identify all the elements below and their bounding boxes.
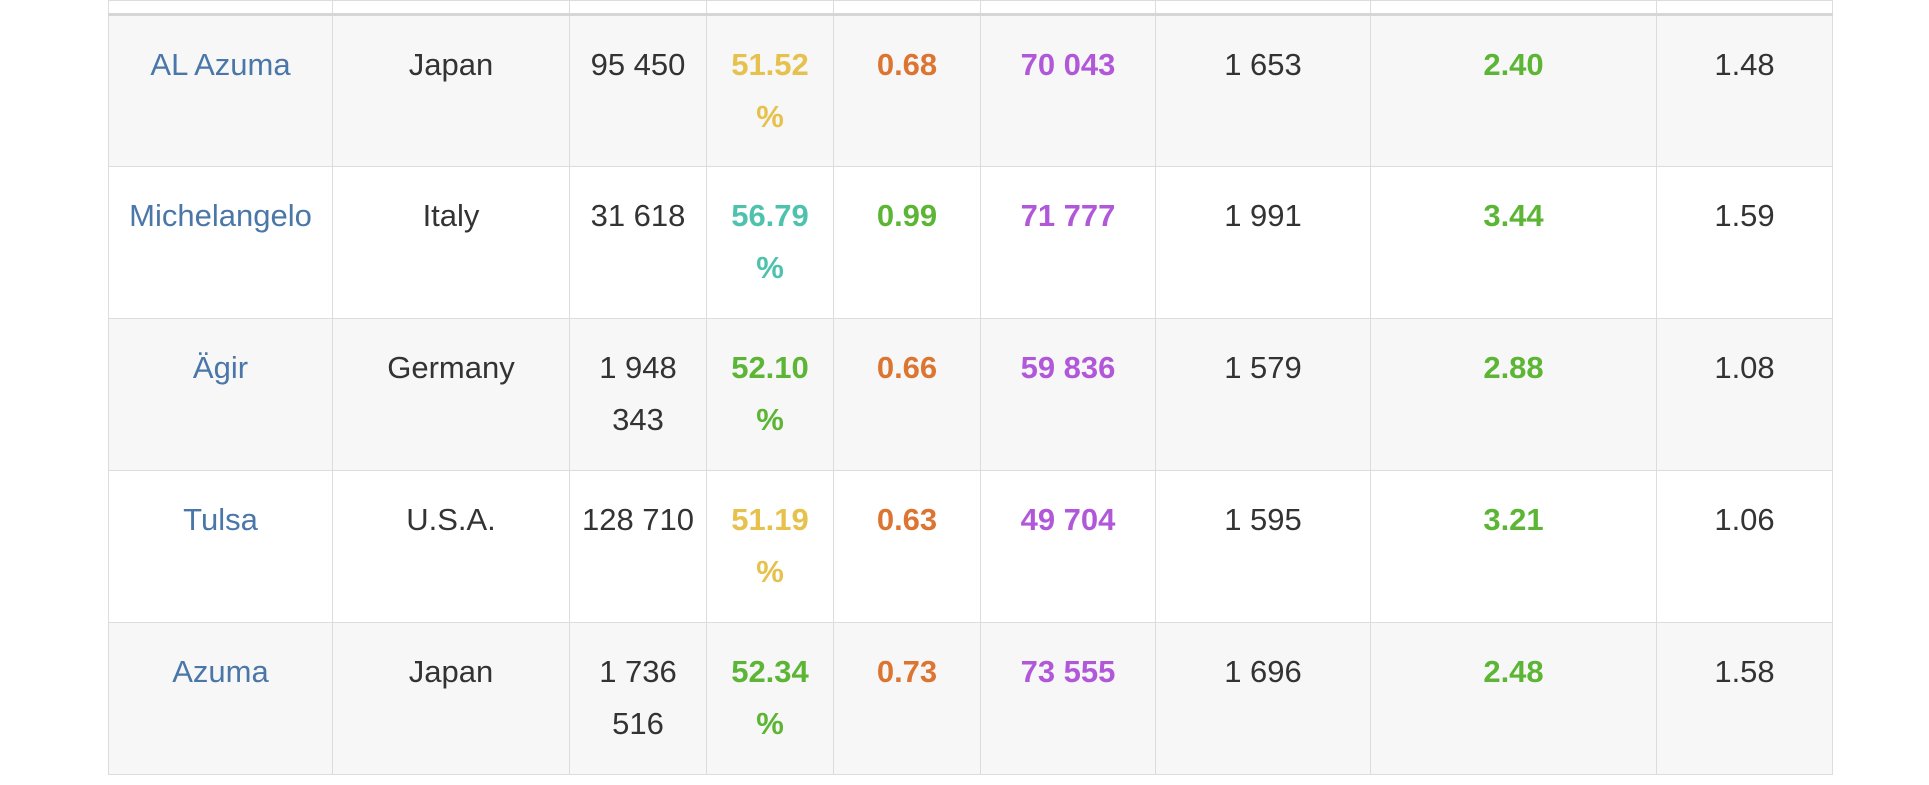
ship-link[interactable]: Ägir (192, 350, 249, 385)
avg-xp-cell: 1 579 (1155, 318, 1371, 471)
ship-link[interactable]: Michelangelo (129, 198, 312, 233)
win-rate-value: 52.34 (731, 654, 809, 689)
avg-frags-cell: 0.73 (833, 622, 981, 775)
partial-cell (1656, 0, 1833, 16)
partial-cell (833, 0, 981, 16)
ship-cell: Tulsa (108, 470, 333, 623)
avg-xp-cell: 1 595 (1155, 470, 1371, 623)
nation-cell: Japan (332, 14, 570, 167)
avg-frags-cell: 0.99 (833, 166, 981, 319)
avg-xp-cell: 1 696 (1155, 622, 1371, 775)
avg-frags-cell: 0.63 (833, 470, 981, 623)
win-rate-value: 51.19 (731, 502, 809, 537)
ship-row: Ägir Germany 1 948 343 52.10 % 0.66 59 8… (108, 318, 1833, 471)
battles-cell: 128 710 (569, 470, 707, 623)
avg-xp-cell: 1 991 (1155, 166, 1371, 319)
nation-cell: U.S.A. (332, 470, 570, 623)
battles-cell: 1 948 343 (569, 318, 707, 471)
avg-damage-cell: 71 777 (980, 166, 1156, 319)
table-body: AL Azuma Japan 95 450 51.52 % 0.68 70 04… (108, 0, 1833, 775)
ship-row: Azuma Japan 1 736 516 52.34 % 0.73 73 55… (108, 622, 1833, 775)
battles-cell: 31 618 (569, 166, 707, 319)
partial-cell (108, 0, 333, 16)
ship-row: Tulsa U.S.A. 128 710 51.19 % 0.63 49 704… (108, 470, 1833, 623)
win-rate-cell: 51.19 % (706, 470, 834, 623)
win-rate-cell: 51.52 % (706, 14, 834, 167)
ship-cell: AL Azuma (108, 14, 333, 167)
battles-cell: 95 450 (569, 14, 707, 167)
partial-cell (1370, 0, 1657, 16)
nation-cell: Italy (332, 166, 570, 319)
kd-ratio-cell: 2.40 (1370, 14, 1657, 167)
percent-sign: % (756, 402, 784, 437)
last-metric-cell: 1.08 (1656, 318, 1833, 471)
battles-cell: 1 736 516 (569, 622, 707, 775)
kd-ratio-cell: 2.48 (1370, 622, 1657, 775)
avg-damage-cell: 70 043 (980, 14, 1156, 167)
win-rate-value: 52.10 (731, 350, 809, 385)
nation-cell: Germany (332, 318, 570, 471)
avg-damage-cell: 59 836 (980, 318, 1156, 471)
avg-damage-cell: 73 555 (980, 622, 1156, 775)
kd-ratio-cell: 3.44 (1370, 166, 1657, 319)
ship-cell: Ägir (108, 318, 333, 471)
last-metric-cell: 1.59 (1656, 166, 1833, 319)
ship-link[interactable]: AL Azuma (150, 47, 291, 82)
win-rate-cell: 52.10 % (706, 318, 834, 471)
win-rate-value: 56.79 (731, 198, 809, 233)
percent-sign: % (756, 706, 784, 741)
nation-cell: Japan (332, 622, 570, 775)
kd-ratio-cell: 3.21 (1370, 470, 1657, 623)
partial-cell (980, 0, 1156, 16)
win-rate-cell: 56.79 % (706, 166, 834, 319)
partial-cell (706, 0, 834, 16)
ship-link[interactable]: Tulsa (183, 502, 258, 537)
ship-row: AL Azuma Japan 95 450 51.52 % 0.68 70 04… (108, 14, 1833, 167)
kd-ratio-cell: 2.88 (1370, 318, 1657, 471)
last-metric-cell: 1.06 (1656, 470, 1833, 623)
partial-cell (1155, 0, 1371, 16)
ship-cell: Michelangelo (108, 166, 333, 319)
ship-stats-table: AL Azuma Japan 95 450 51.52 % 0.68 70 04… (108, 0, 1833, 775)
partial-row-top (108, 0, 1833, 16)
percent-sign: % (756, 554, 784, 589)
avg-frags-cell: 0.66 (833, 318, 981, 471)
percent-sign: % (756, 99, 784, 134)
avg-damage-cell: 49 704 (980, 470, 1156, 623)
partial-cell (569, 0, 707, 16)
ship-row: Michelangelo Italy 31 618 56.79 % 0.99 7… (108, 166, 1833, 319)
avg-frags-cell: 0.68 (833, 14, 981, 167)
partial-cell (332, 0, 570, 16)
win-rate-cell: 52.34 % (706, 622, 834, 775)
ship-cell: Azuma (108, 622, 333, 775)
last-metric-cell: 1.48 (1656, 14, 1833, 167)
avg-xp-cell: 1 653 (1155, 14, 1371, 167)
win-rate-value: 51.52 (731, 47, 809, 82)
ship-link[interactable]: Azuma (172, 654, 269, 689)
last-metric-cell: 1.58 (1656, 622, 1833, 775)
percent-sign: % (756, 250, 784, 285)
